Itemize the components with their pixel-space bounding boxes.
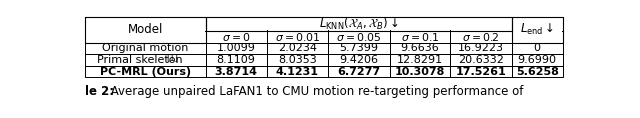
Bar — [85, 43, 205, 54]
Text: 9.4206: 9.4206 — [339, 55, 378, 65]
Bar — [205, 17, 267, 31]
Bar — [205, 17, 511, 31]
Bar — [450, 17, 511, 31]
Text: 1.0099: 1.0099 — [217, 43, 255, 53]
Text: Model: Model — [128, 23, 163, 36]
Bar — [390, 43, 450, 54]
Text: $\sigma=0.05$: $\sigma=0.05$ — [336, 31, 381, 43]
Text: 6.7277: 6.7277 — [337, 67, 381, 77]
Text: 8.1109: 8.1109 — [217, 55, 255, 65]
Bar — [390, 66, 450, 77]
Text: 8.0353: 8.0353 — [278, 55, 317, 65]
Bar — [328, 66, 390, 77]
Bar — [205, 43, 267, 54]
Bar — [390, 54, 450, 66]
Text: $\sigma=0.01$: $\sigma=0.01$ — [275, 31, 320, 43]
Bar — [205, 66, 267, 77]
Bar — [85, 17, 205, 31]
Text: 9.6636: 9.6636 — [401, 43, 439, 53]
Bar — [328, 43, 390, 54]
Text: 17.5261: 17.5261 — [455, 67, 506, 77]
Bar — [511, 31, 563, 43]
Bar — [511, 17, 563, 31]
Bar — [450, 31, 511, 43]
Bar — [511, 66, 563, 77]
Text: $L_{\mathrm{end}}\downarrow$: $L_{\mathrm{end}}\downarrow$ — [520, 22, 554, 38]
Text: Original motion: Original motion — [102, 43, 189, 53]
Text: 20.6332: 20.6332 — [458, 55, 504, 65]
Text: 5.7399: 5.7399 — [339, 43, 378, 53]
Bar — [513, 18, 562, 42]
Bar — [328, 54, 390, 66]
Text: Average unpaired LaFAN1 to CMU motion re-targeting performance of: Average unpaired LaFAN1 to CMU motion re… — [107, 85, 524, 98]
Bar — [267, 54, 328, 66]
Text: 10.3078: 10.3078 — [395, 67, 445, 77]
Text: Primal skeleton: Primal skeleton — [97, 55, 183, 65]
Bar — [205, 31, 267, 43]
Bar — [85, 66, 205, 77]
Text: $L_{\mathrm{KNN}}(\mathcal{X}_A,\mathcal{X}_B)\downarrow$: $L_{\mathrm{KNN}}(\mathcal{X}_A,\mathcal… — [319, 16, 399, 32]
Bar — [511, 54, 563, 66]
Bar — [450, 43, 511, 54]
Text: $\sigma=0$: $\sigma=0$ — [222, 31, 250, 43]
Bar — [390, 17, 450, 31]
Text: [1]: [1] — [166, 53, 179, 62]
Bar — [86, 18, 205, 42]
Text: 2.0234: 2.0234 — [278, 43, 317, 53]
Bar — [450, 54, 511, 66]
Bar — [450, 66, 511, 77]
Text: le 2:: le 2: — [85, 85, 115, 98]
Bar — [267, 66, 328, 77]
Bar — [390, 31, 450, 43]
Bar — [85, 31, 205, 43]
Bar — [205, 54, 267, 66]
Text: $\sigma=0.1$: $\sigma=0.1$ — [401, 31, 439, 43]
Bar — [328, 17, 390, 31]
Bar — [85, 54, 205, 66]
Bar — [328, 31, 390, 43]
Bar — [267, 17, 328, 31]
Bar — [85, 17, 205, 43]
Bar — [267, 31, 328, 43]
Text: PC-MRL (Ours): PC-MRL (Ours) — [100, 67, 191, 77]
Text: 9.6990: 9.6990 — [518, 55, 557, 65]
Text: 5.6258: 5.6258 — [516, 67, 559, 77]
Text: $\sigma=0.2$: $\sigma=0.2$ — [462, 31, 500, 43]
Bar — [511, 17, 563, 43]
Text: 4.1231: 4.1231 — [276, 67, 319, 77]
Text: 3.8714: 3.8714 — [214, 67, 258, 77]
Bar — [206, 18, 511, 30]
Bar — [511, 43, 563, 54]
Text: 12.8291: 12.8291 — [397, 55, 443, 65]
Text: 0: 0 — [534, 43, 541, 53]
Bar — [267, 43, 328, 54]
Text: 16.9223: 16.9223 — [458, 43, 504, 53]
